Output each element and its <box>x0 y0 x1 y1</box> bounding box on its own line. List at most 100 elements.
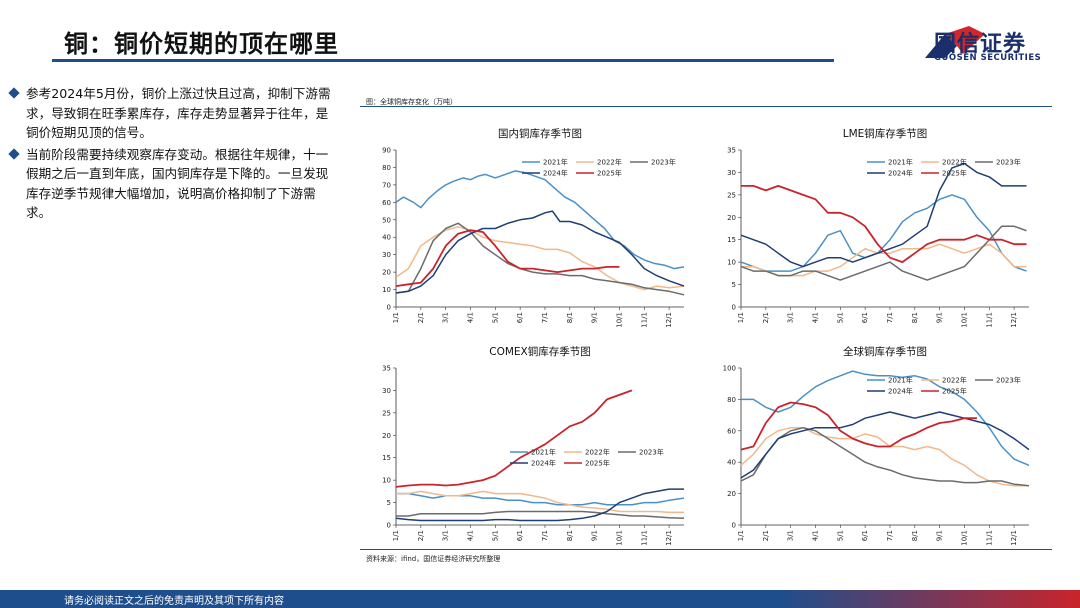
guosen-logo-icon <box>925 26 985 58</box>
footer-disclaimer: 请务必阅读正文之后的免责声明及其项下所有内容 <box>64 596 284 607</box>
diamond-bullet-icon <box>8 87 20 99</box>
chart-panel: 全球铜库存季节图 0 20 40 60 80 100 1/1 2/1 3/1 4/1 5/1 6/1 7/… <box>723 345 1030 546</box>
y-tick-label: 30 <box>382 251 391 259</box>
x-tick-label: 12/1 <box>1010 312 1018 328</box>
logo-red-shape <box>945 26 985 54</box>
x-tick-label: 9/1 <box>936 312 944 323</box>
legend-label: 2022年 <box>585 448 610 457</box>
series-line-2022年 <box>740 426 1029 487</box>
legend-label: 2021年 <box>888 376 913 385</box>
series-line-2022年 <box>396 490 684 514</box>
bullet-item: 参考2024年5月份，铜价上涨过快且过高，抑制下游需求，导致铜在旺季累库存，库存… <box>8 84 340 143</box>
x-tick-label: 6/1 <box>516 530 524 541</box>
y-tick-label: 30 <box>382 387 391 395</box>
page-title: 铜：铜价短期的顶在哪里 <box>64 30 339 58</box>
figure-bottom-rule <box>360 549 1052 550</box>
y-tick-label: 60 <box>382 199 391 207</box>
logo-blue-shape <box>925 34 957 58</box>
y-tick-label: 0 <box>732 522 736 530</box>
x-tick-label: 2/1 <box>417 312 425 323</box>
x-tick-label: 1/1 <box>392 530 400 541</box>
x-tick-label: 5/1 <box>836 312 844 323</box>
legend-label: 2025年 <box>585 459 610 468</box>
y-tick-label: 80 <box>382 164 391 172</box>
y-tick-label: 35 <box>382 365 391 373</box>
legend-label: 2022年 <box>597 158 622 167</box>
legend-label: 2022年 <box>942 158 967 167</box>
footer-accent <box>780 590 1080 608</box>
legend-label: 2023年 <box>996 376 1021 385</box>
series-line-2024年 <box>740 411 1030 479</box>
y-tick-label: 90 <box>382 147 391 155</box>
legend-label: 2021年 <box>543 158 568 167</box>
x-tick-label: 10/1 <box>960 312 968 328</box>
x-tick-label: 8/1 <box>566 530 574 541</box>
x-tick-label: 8/1 <box>911 312 919 323</box>
x-tick-label: 8/1 <box>566 312 574 323</box>
series-line-2021年 <box>740 194 1027 272</box>
x-tick-label: 10/1 <box>615 530 623 546</box>
x-tick-label: 7/1 <box>541 530 549 541</box>
y-tick-label: 0 <box>387 304 391 312</box>
legend-label: 2024年 <box>888 387 913 396</box>
y-tick-label: 25 <box>382 409 391 417</box>
chart-panel: COMEX铜库存季节图 0 5 10 15 20 25 30 35 1/1 2/1 3/1 4/1 5/1… <box>382 345 685 546</box>
bullet-text: 参考2024年5月份，铜价上涨过快且过高，抑制下游需求，导致铜在旺季累库存，库存… <box>26 86 331 140</box>
x-tick-label: 2/1 <box>417 530 425 541</box>
chart-panel: LME铜库存季节图 0 5 10 15 20 25 30 35 1/1 2/1 3/1 4/1 5/1 6/… <box>727 127 1029 328</box>
bullet-text: 当前阶段需要持续观察库存变动。根据往年规律，十一假期之后一直到年底，国内铜库存是… <box>26 146 329 221</box>
legend-label: 2022年 <box>942 376 967 385</box>
y-tick-label: 40 <box>382 234 391 242</box>
x-tick-label: 12/1 <box>665 530 673 546</box>
chart-title: 全球铜库存季节图 <box>843 345 927 358</box>
x-tick-label: 11/1 <box>985 312 993 328</box>
x-tick-label: 3/1 <box>442 530 450 541</box>
legend-label: 2025年 <box>942 387 967 396</box>
x-tick-label: 12/1 <box>1010 530 1018 546</box>
bullet-list: 参考2024年5月份，铜价上涨过快且过高，抑制下游需求，导致铜在旺季累库存，库存… <box>8 84 340 225</box>
x-tick-label: 4/1 <box>466 312 474 323</box>
figure-caption: 图：全球铜库存变化（万吨） <box>366 98 457 106</box>
y-tick-label: 35 <box>727 147 736 155</box>
legend-label: 2024年 <box>531 459 556 468</box>
x-tick-label: 9/1 <box>591 530 599 541</box>
x-tick-label: 7/1 <box>541 312 549 323</box>
x-tick-label: 5/1 <box>836 530 844 541</box>
y-tick-label: 50 <box>382 216 391 224</box>
x-tick-label: 3/1 <box>787 312 795 323</box>
series-line-2024年 <box>395 210 685 294</box>
x-tick-label: 6/1 <box>516 312 524 323</box>
y-tick-label: 5 <box>387 499 391 507</box>
y-tick-label: 25 <box>727 191 736 199</box>
legend-label: 2023年 <box>996 158 1021 167</box>
x-tick-label: 12/1 <box>665 312 673 328</box>
y-tick-label: 0 <box>732 304 736 312</box>
y-tick-label: 20 <box>382 269 391 277</box>
y-tick-label: 100 <box>723 365 736 373</box>
x-tick-label: 7/1 <box>886 312 894 323</box>
x-tick-label: 4/1 <box>811 312 819 323</box>
y-tick-label: 10 <box>727 259 736 267</box>
series-line-2023年 <box>395 222 685 296</box>
x-tick-label: 6/1 <box>861 530 869 541</box>
x-tick-label: 2/1 <box>762 530 770 541</box>
x-tick-label: 11/1 <box>985 530 993 546</box>
x-tick-label: 9/1 <box>591 312 599 323</box>
y-tick-label: 20 <box>727 214 736 222</box>
x-tick-label: 3/1 <box>442 312 450 323</box>
legend-label: 2025年 <box>942 169 967 178</box>
x-tick-label: 1/1 <box>737 312 745 323</box>
series-line-2023年 <box>740 426 1030 487</box>
x-tick-label: 11/1 <box>640 530 648 546</box>
diamond-bullet-icon <box>8 147 20 160</box>
series-line-2024年 <box>395 488 684 522</box>
x-tick-label: 7/1 <box>886 530 894 541</box>
x-tick-label: 4/1 <box>811 530 819 541</box>
y-tick-label: 80 <box>727 396 736 404</box>
y-tick-label: 20 <box>727 490 736 498</box>
x-tick-label: 10/1 <box>615 312 623 328</box>
series-line-2021年 <box>395 170 685 270</box>
figure-top-rule <box>360 106 1052 107</box>
y-tick-label: 10 <box>382 477 391 485</box>
